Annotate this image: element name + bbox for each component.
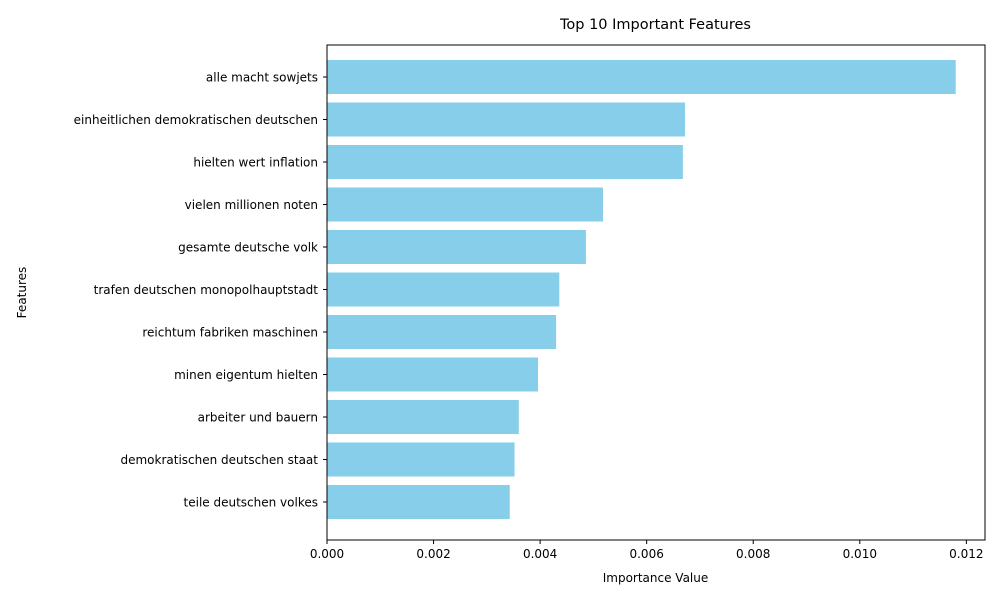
y-tick-label: gesamte deutsche volk bbox=[178, 241, 318, 255]
bar bbox=[327, 400, 519, 434]
bar bbox=[327, 357, 538, 392]
bar bbox=[327, 187, 603, 222]
x-tick-label: 0.002 bbox=[416, 547, 450, 561]
y-axis-label: Features bbox=[15, 267, 29, 319]
x-axis-label: Importance Value bbox=[603, 571, 709, 585]
y-tick-label: demokratischen deutschen staat bbox=[120, 453, 318, 467]
y-tick-label: reichtum fabriken maschinen bbox=[142, 326, 318, 340]
y-tick-label: vielen millionen noten bbox=[185, 198, 318, 212]
y-tick-label: minen eigentum hielten bbox=[174, 368, 318, 382]
y-tick-label: einheitlichen demokratischen deutschen bbox=[74, 113, 318, 127]
y-tick-label: teile deutschen volkes bbox=[184, 496, 318, 510]
y-ticks-group: alle macht sowjets einheitlichen demokrat… bbox=[74, 71, 327, 510]
bars-group bbox=[327, 60, 956, 519]
bar bbox=[327, 145, 683, 179]
x-tick-label: 0.008 bbox=[736, 547, 770, 561]
bar bbox=[327, 442, 515, 477]
bar bbox=[327, 230, 586, 264]
y-tick-label: alle macht sowjets bbox=[206, 71, 318, 85]
x-tick-label: 0.010 bbox=[843, 547, 877, 561]
chart-title: Top 10 Important Features bbox=[559, 17, 751, 33]
y-tick-label: hielten wert inflation bbox=[193, 156, 318, 170]
x-tick-label: 0.004 bbox=[523, 547, 557, 561]
x-tick-label: 0.000 bbox=[310, 547, 344, 561]
bar bbox=[327, 485, 510, 519]
x-ticks-group: 0.000 0.002 0.004 0.006 0.008 0.010 0.012 bbox=[310, 540, 984, 561]
bar bbox=[327, 60, 956, 94]
x-tick-label: 0.012 bbox=[949, 547, 983, 561]
y-tick-label: arbeiter und bauern bbox=[198, 411, 318, 425]
bar bbox=[327, 315, 557, 349]
plot-frame bbox=[326, 44, 986, 541]
x-tick-label: 0.006 bbox=[629, 547, 663, 561]
bar bbox=[327, 102, 686, 137]
y-tick-label: trafen deutschen monopolhauptstadt bbox=[94, 283, 319, 297]
bar bbox=[327, 272, 560, 307]
